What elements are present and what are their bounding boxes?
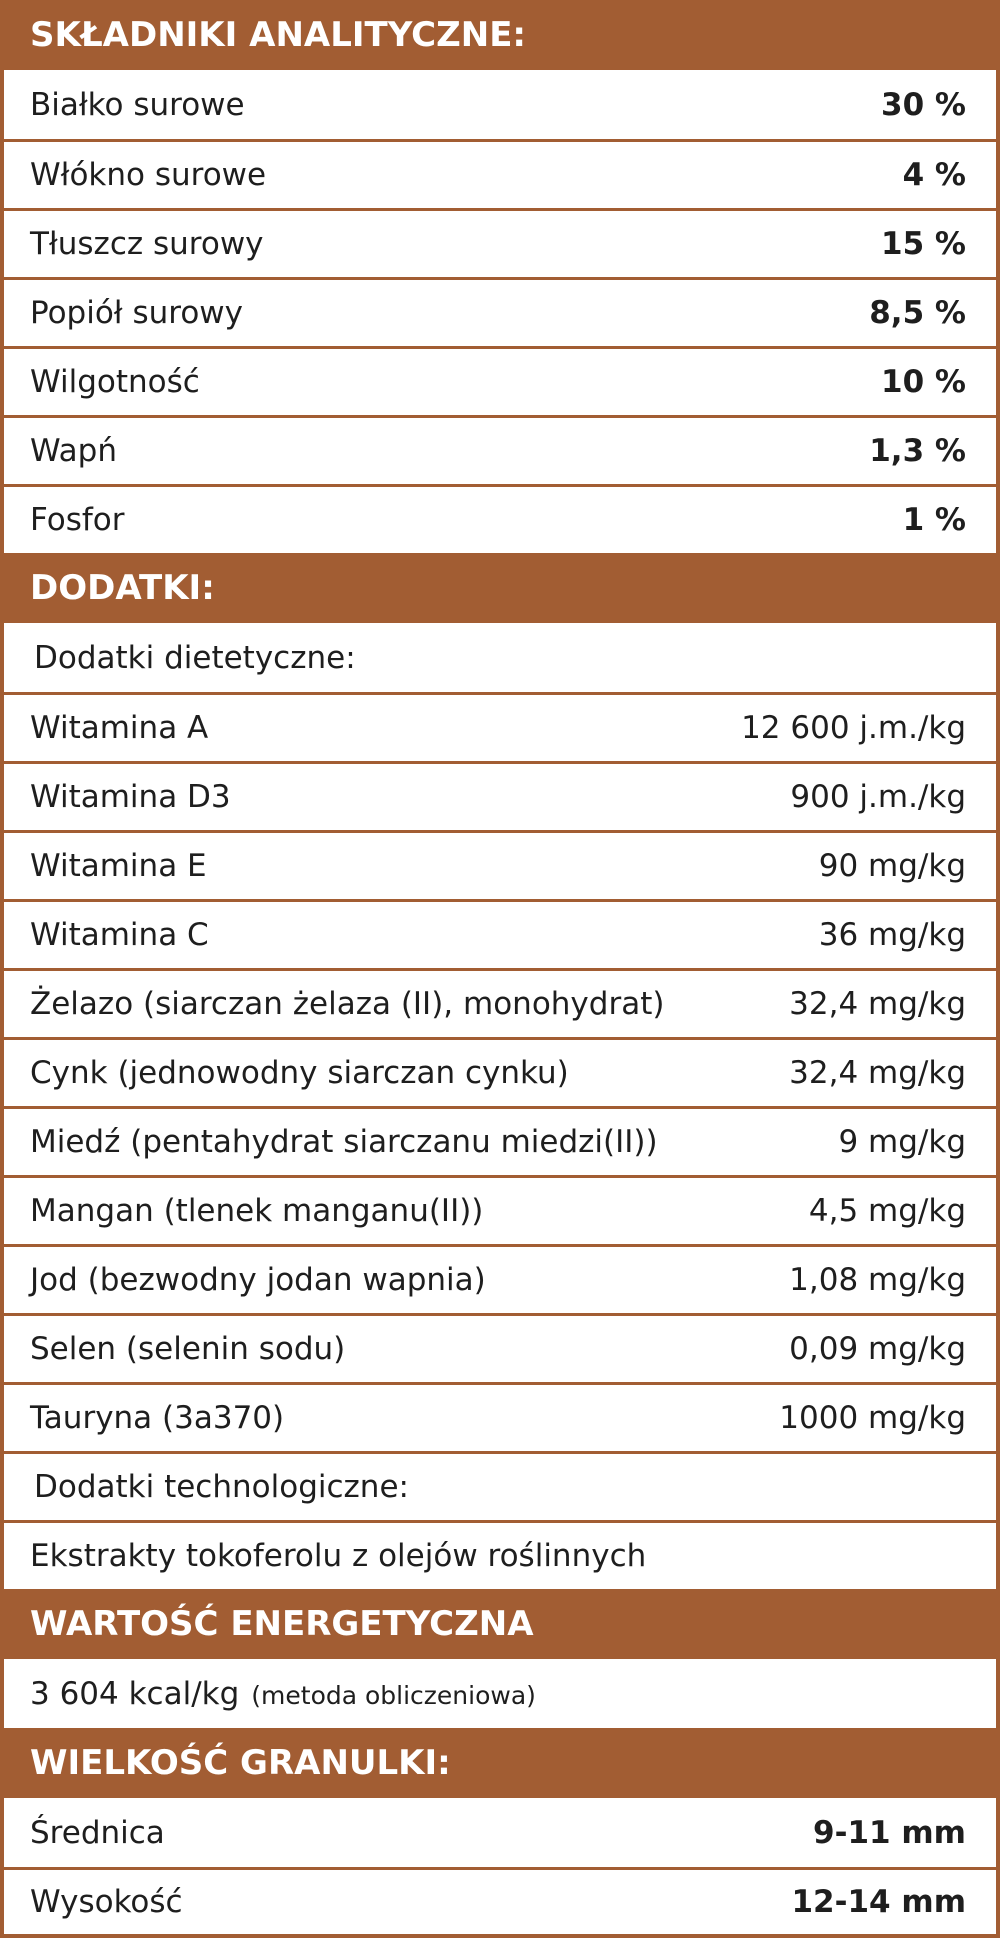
section-header: WIELKOŚĆ GRANULKI: bbox=[4, 1728, 996, 1798]
section-header: WARTOŚĆ ENERGETYCZNA bbox=[4, 1589, 996, 1659]
row-label-group: Fosfor bbox=[30, 502, 124, 538]
row-label-group: Ekstrakty tokoferolu z olejów roślinnych bbox=[30, 1538, 646, 1574]
row-value: 1000 mg/kg bbox=[779, 1400, 966, 1436]
row-label: Popiół surowy bbox=[30, 295, 244, 331]
row-label-group: Witamina A bbox=[30, 710, 208, 746]
row-value: 10 % bbox=[881, 364, 966, 400]
row-label: Wysokość bbox=[30, 1884, 183, 1920]
row-label-group: Wilgotność bbox=[30, 364, 200, 400]
row-label-group: Jod (bezwodny jodan wapnia) bbox=[30, 1262, 486, 1298]
subheading-row: Dodatki technologiczne: bbox=[4, 1451, 996, 1520]
row-label: Średnica bbox=[30, 1814, 165, 1851]
row-value: 8,5 % bbox=[869, 295, 966, 331]
row-value: 12 600 j.m./kg bbox=[741, 710, 966, 746]
row-value: 900 j.m./kg bbox=[790, 779, 966, 815]
row-label: Mangan (tlenek manganu(II)) bbox=[30, 1193, 484, 1229]
row-label: Żelazo (siarczan żelaza (II), monohydrat… bbox=[30, 986, 665, 1022]
table-row: Ekstrakty tokoferolu z olejów roślinnych bbox=[4, 1520, 996, 1589]
table-row: Popiół surowy 8,5 % bbox=[4, 277, 996, 346]
row-label: Jod (bezwodny jodan wapnia) bbox=[30, 1262, 486, 1298]
row-label: Wapń bbox=[30, 433, 117, 469]
row-label-group: Popiół surowy bbox=[30, 295, 243, 331]
subheading-row: Dodatki dietetyczne: bbox=[4, 623, 996, 692]
row-label: Witamina E bbox=[30, 848, 207, 884]
table-row: Witamina C 36 mg/kg bbox=[4, 899, 996, 968]
row-label: Witamina C bbox=[30, 917, 209, 953]
table-row: Selen (selenin sodu) 0,09 mg/kg bbox=[4, 1313, 996, 1382]
row-label: Cynk (jednowodny siarczan cynku) bbox=[30, 1055, 569, 1091]
row-label: Tłuszcz surowy bbox=[30, 226, 264, 262]
row-label: Wilgotność bbox=[30, 364, 200, 400]
row-label: Tauryna (3a370) bbox=[30, 1400, 285, 1436]
row-value: 1,08 mg/kg bbox=[789, 1262, 966, 1298]
table-row: Tłuszcz surowy 15 % bbox=[4, 208, 996, 277]
row-value: 4 % bbox=[902, 157, 966, 193]
row-value: 1 % bbox=[902, 502, 966, 538]
row-label: Białko surowe bbox=[30, 86, 245, 123]
row-label-group: Selen (selenin sodu) bbox=[30, 1331, 345, 1367]
table-row: Żelazo (siarczan żelaza (II), monohydrat… bbox=[4, 968, 996, 1037]
table-row: Miedź (pentahydrat siarczanu miedzi(II))… bbox=[4, 1106, 996, 1175]
row-label-group: Tauryna (3a370) bbox=[30, 1400, 284, 1436]
row-label: Witamina D3 bbox=[30, 779, 231, 815]
row-label: Selen (selenin sodu) bbox=[30, 1331, 346, 1367]
row-label-group: 3 604 kcal/kg (metoda obliczeniowa) bbox=[30, 1676, 536, 1712]
row-label-group: Wysokość bbox=[30, 1884, 183, 1920]
row-value: 90 mg/kg bbox=[818, 848, 966, 884]
table-row: Witamina E 90 mg/kg bbox=[4, 830, 996, 899]
table-row: Cynk (jednowodny siarczan cynku) 32,4 mg/… bbox=[4, 1037, 996, 1106]
table-row: Tauryna (3a370) 1000 mg/kg bbox=[4, 1382, 996, 1451]
row-label-group: Witamina E bbox=[30, 848, 207, 884]
row-label-group: Średnica bbox=[30, 1815, 165, 1851]
table-row: 3 604 kcal/kg (metoda obliczeniowa) bbox=[4, 1659, 996, 1728]
row-label-group: Witamina C bbox=[30, 917, 209, 953]
table-row: Mangan (tlenek manganu(II)) 4,5 mg/kg bbox=[4, 1175, 996, 1244]
row-label-group: Włókno surowe bbox=[30, 157, 266, 193]
row-label: Miedź (pentahydrat siarczanu miedzi(II)) bbox=[30, 1124, 658, 1160]
row-label-group: Mangan (tlenek manganu(II)) bbox=[30, 1193, 483, 1229]
table-row: Fosfor 1 % bbox=[4, 484, 996, 553]
row-value: 12-14 mm bbox=[791, 1884, 966, 1920]
row-value: 15 % bbox=[881, 226, 966, 262]
table-row: Średnica 9-11 mm bbox=[4, 1798, 996, 1867]
row-value: 0,09 mg/kg bbox=[789, 1331, 966, 1367]
row-value: 30 % bbox=[881, 86, 966, 123]
subheading: Dodatki dietetyczne: bbox=[34, 639, 356, 676]
row-label-group: Cynk (jednowodny siarczan cynku) bbox=[30, 1055, 569, 1091]
row-note: (metoda obliczeniowa) bbox=[251, 1680, 536, 1710]
table-row: Wilgotność 10 % bbox=[4, 346, 996, 415]
table-row: Włókno surowe 4 % bbox=[4, 139, 996, 208]
subheading: Dodatki technologiczne: bbox=[34, 1469, 409, 1505]
row-label: Fosfor bbox=[30, 502, 125, 538]
row-value: 36 mg/kg bbox=[818, 917, 966, 953]
row-label-group: Miedź (pentahydrat siarczanu miedzi(II)) bbox=[30, 1124, 658, 1160]
row-label: Witamina A bbox=[30, 710, 209, 746]
section-header: DODATKI: bbox=[4, 553, 996, 623]
row-label: Ekstrakty tokoferolu z olejów roślinnych bbox=[30, 1538, 647, 1574]
table-row: Białko surowe 30 % bbox=[4, 70, 996, 139]
row-value: 32,4 mg/kg bbox=[789, 986, 966, 1022]
row-value: 9-11 mm bbox=[813, 1814, 966, 1851]
row-label: 3 604 kcal/kg bbox=[30, 1675, 240, 1712]
row-label-group: Białko surowe bbox=[30, 87, 245, 123]
row-label-group: Żelazo (siarczan żelaza (II), monohydrat… bbox=[30, 986, 664, 1022]
row-label: Włókno surowe bbox=[30, 157, 267, 193]
table-row: Wysokość 12-14 mm bbox=[4, 1867, 996, 1934]
row-label-group: Tłuszcz surowy bbox=[30, 226, 264, 262]
row-value: 9 mg/kg bbox=[838, 1124, 966, 1160]
section-header: SKŁADNIKI ANALITYCZNE: bbox=[4, 0, 996, 70]
row-label-group: Wapń bbox=[30, 433, 117, 469]
table-row: Jod (bezwodny jodan wapnia) 1,08 mg/kg bbox=[4, 1244, 996, 1313]
table-row: Wapń 1,3 % bbox=[4, 415, 996, 484]
row-value: 1,3 % bbox=[869, 433, 966, 469]
table-row: Witamina D3 900 j.m./kg bbox=[4, 761, 996, 830]
row-label-group: Witamina D3 bbox=[30, 779, 231, 815]
row-value: 32,4 mg/kg bbox=[789, 1055, 966, 1091]
row-value: 4,5 mg/kg bbox=[808, 1193, 966, 1229]
table-row: Witamina A 12 600 j.m./kg bbox=[4, 692, 996, 761]
